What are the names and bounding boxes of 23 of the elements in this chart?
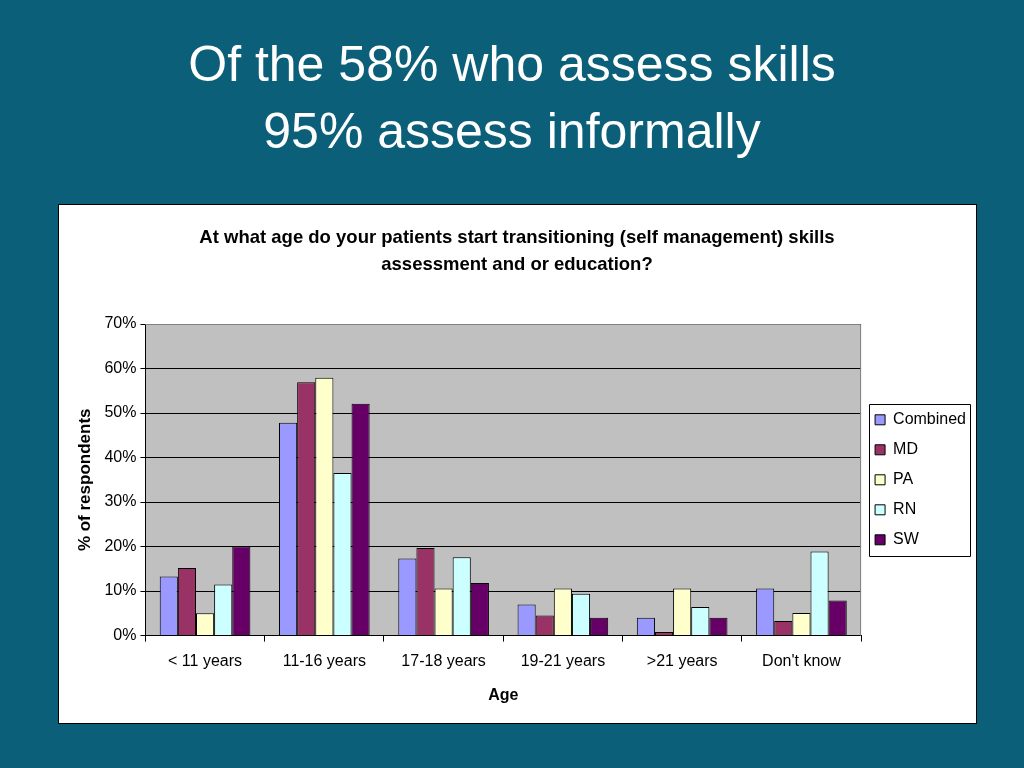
x-tick-label: 11-16 years — [282, 651, 366, 669]
y-tick-label: 10% — [104, 581, 137, 599]
x-tick-label: < 11 years — [168, 651, 243, 669]
legend-label: PA — [893, 470, 914, 488]
x-tick-label: Don't know — [762, 651, 842, 669]
chart-title: Of the 58% who assess skills 95% assess informally — [187, 35, 837, 161]
y-tick-label: 60% — [104, 358, 137, 376]
y-tick-label: 50% — [104, 403, 137, 421]
y-tick-label: 30% — [104, 492, 137, 510]
legend-label: SW — [893, 530, 920, 548]
y-tick-label: 70% — [104, 314, 137, 332]
x-axis-title: Age — [488, 685, 519, 703]
x-tick-label: 19-21 years — [520, 651, 606, 669]
y-axis-title: % of respondents — [74, 408, 94, 552]
legend-label: Combined — [893, 410, 967, 428]
chart-subtitle: At what age do your patients start transitioning (self management) skills assessment and or education? — [198, 225, 836, 276]
y-tick-label: 20% — [104, 536, 137, 554]
legend-label: RN — [893, 500, 917, 518]
legend-label: MD — [893, 440, 918, 458]
y-tick-label: 0% — [113, 626, 137, 644]
x-tick-label: 17-18 years — [401, 651, 486, 669]
y-tick-label: 40% — [104, 447, 137, 465]
x-tick-label: >21 years — [646, 651, 718, 669]
